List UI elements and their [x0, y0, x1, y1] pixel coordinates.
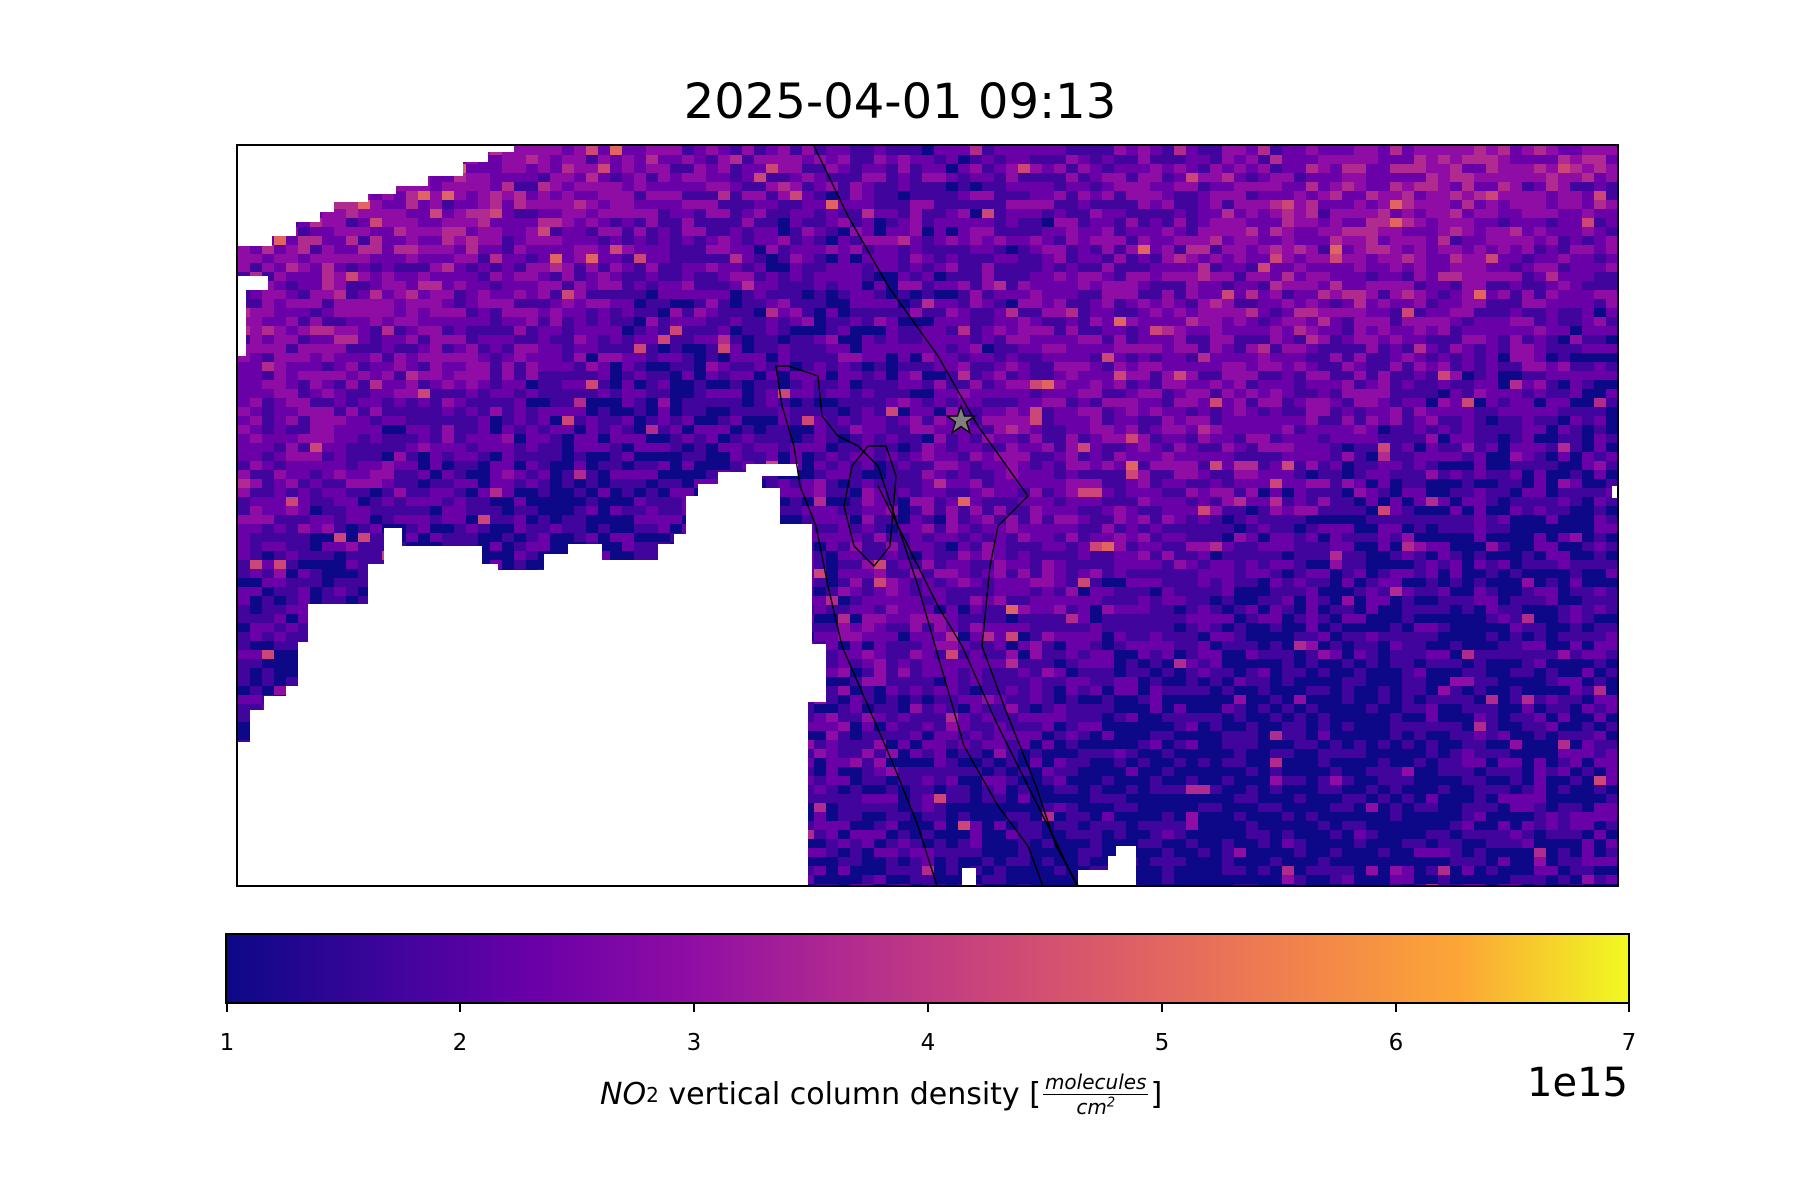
colorbar-tick: [1628, 1004, 1630, 1012]
colorbar-tick-label: 7: [1621, 1030, 1637, 1056]
label-subscript: 2: [646, 1082, 659, 1107]
station-marker: [944, 403, 978, 435]
island-outline: [843, 445, 897, 568]
colorbar-tick-label: 6: [1388, 1030, 1404, 1056]
colorbar: [225, 933, 1630, 1004]
no-data-region-southwest: [238, 464, 826, 885]
unit-denominator-exp: 2: [1106, 1095, 1116, 1111]
colorbar-tick: [1161, 1004, 1163, 1012]
no-data-region-south-2: [962, 868, 976, 885]
no-data-region-east: [1612, 486, 1617, 498]
coastline-east: [813, 146, 1079, 885]
colorbar-tick-label: 3: [686, 1030, 702, 1056]
no-data-region-northwest: [238, 146, 514, 356]
colorbar-tick: [459, 1004, 461, 1012]
no2-pixel-grid: [238, 146, 1617, 885]
border-line: [877, 485, 1077, 885]
label-symbol: NO: [600, 1077, 647, 1112]
no2-map: [236, 144, 1619, 887]
map-title: 2025-04-01 09:13: [683, 74, 1117, 130]
colorbar-tick: [927, 1004, 929, 1012]
no-data-region-south: [1078, 846, 1136, 885]
colorbar-label: NO 2 vertical column density [molecules cm…: [600, 1070, 1162, 1119]
label-text: vertical column density [: [658, 1077, 1041, 1112]
unit-numerator: molecules: [1042, 1070, 1149, 1095]
colorbar-tick: [693, 1004, 695, 1012]
colorbar-exponent: 1e15: [1527, 1060, 1628, 1106]
colorbar-tick-label: 1: [219, 1030, 235, 1056]
colorbar-tick: [226, 1004, 228, 1012]
colorbar-tick-label: 2: [452, 1030, 468, 1056]
coastline-west: [775, 365, 1044, 885]
unit-denominator: cm2: [1074, 1095, 1117, 1119]
unit-fraction: molecules cm2: [1042, 1070, 1149, 1119]
colorbar-tick-label: 5: [1154, 1030, 1170, 1056]
colorbar-tick: [1395, 1004, 1397, 1012]
star-icon: [944, 403, 978, 435]
boundary-lines: [775, 146, 1079, 885]
colorbar-tick-label: 4: [920, 1030, 936, 1056]
unit-denominator-base: cm: [1076, 1095, 1107, 1119]
label-end: ]: [1150, 1077, 1163, 1112]
no-data-regions: [238, 146, 1617, 885]
